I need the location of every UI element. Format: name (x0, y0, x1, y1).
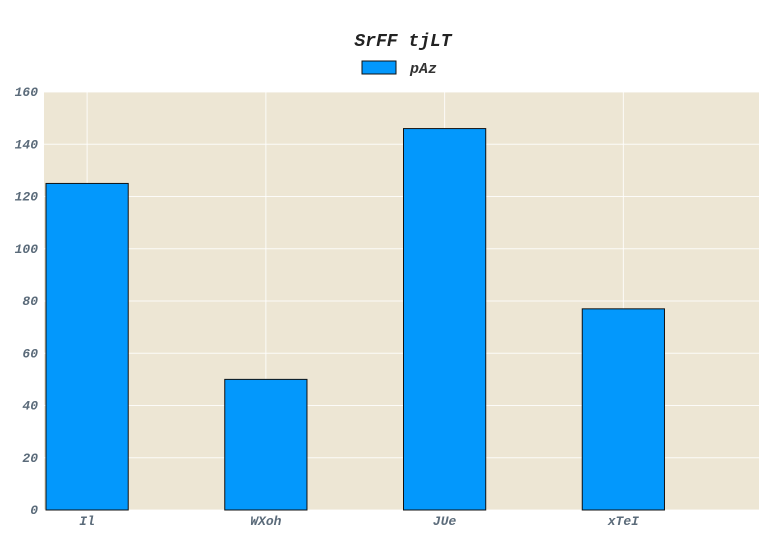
y-tick-label: 160 (15, 85, 39, 100)
x-tick-label: xTeI (607, 514, 639, 529)
chart-title: SrFF tjLT (354, 32, 452, 52)
y-tick-label: 100 (15, 242, 39, 257)
legend-swatch (361, 60, 397, 75)
y-tick-label: 120 (15, 190, 39, 205)
x-axis-ticks: Il WXoh JUe xTeI (79, 514, 639, 529)
x-tick-label: WXoh (250, 514, 281, 529)
y-tick-label: 140 (15, 137, 39, 152)
bar-wxoh (224, 378, 308, 511)
x-tick-label: JUe (433, 514, 457, 529)
x-tick-label: Il (79, 514, 95, 529)
y-tick-label: 0 (30, 503, 38, 518)
bar-jue (403, 128, 487, 511)
y-tick-label: 60 (22, 346, 38, 361)
bars (45, 128, 665, 511)
y-tick-label: 20 (22, 451, 38, 466)
legend-label: pAz (409, 61, 437, 78)
bar-il (45, 182, 129, 511)
y-axis-ticks: 0 20 40 60 80 100 120 140 160 (15, 85, 39, 518)
y-tick-label: 80 (22, 294, 38, 309)
bar-xtei (581, 308, 665, 511)
legend: pAz (361, 60, 437, 78)
y-tick-label: 40 (22, 399, 38, 414)
